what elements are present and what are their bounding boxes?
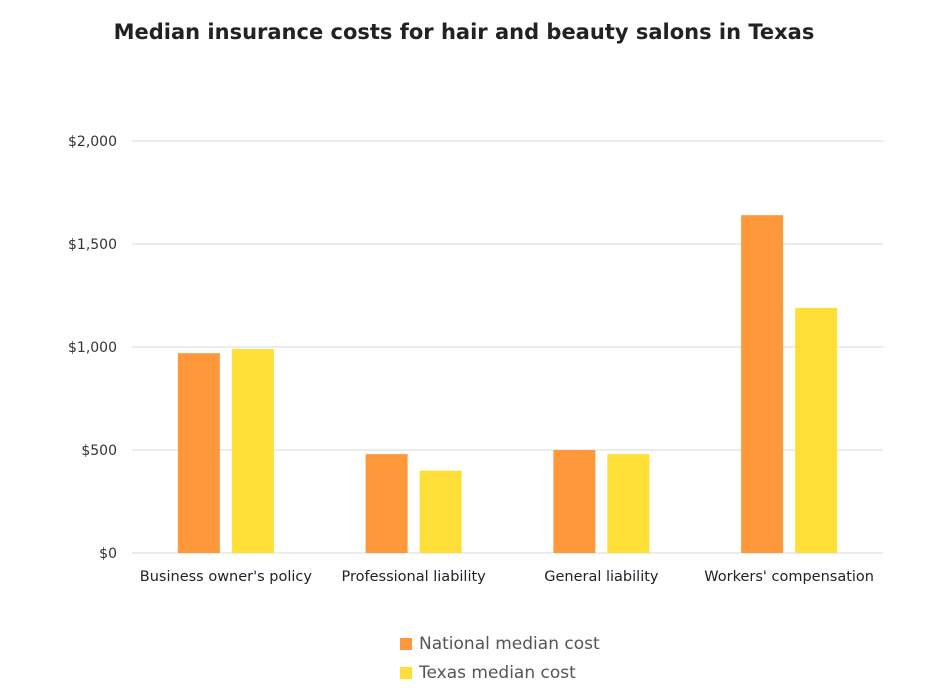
legend-label-texas: Texas median cost — [419, 663, 576, 683]
y-tick-label: $2,000 — [68, 134, 117, 150]
x-tick-label: Professional liability — [342, 569, 487, 585]
legend-swatch-texas — [400, 667, 412, 679]
chart-title: Median insurance costs for hair and beau… — [113, 20, 815, 44]
y-tick-label: $1,500 — [68, 237, 117, 253]
legend-item-national: National median cost — [400, 634, 600, 654]
x-tick-label: General liability — [544, 569, 659, 585]
bar-national — [365, 454, 408, 553]
x-tick-label: Workers' compensation — [704, 569, 874, 585]
legend-label-national: National median cost — [419, 634, 600, 654]
bar-national — [553, 450, 596, 553]
legend-item-texas: Texas median cost — [400, 663, 576, 683]
legend-swatch-national — [400, 638, 412, 650]
bar-texas — [419, 470, 462, 553]
bar-texas — [231, 349, 274, 553]
y-tick-label: $0 — [99, 546, 117, 562]
x-tick-label: Business owner's policy — [140, 569, 313, 585]
bar-national — [177, 353, 220, 553]
bar-texas — [795, 307, 838, 553]
y-tick-label: $1,000 — [68, 340, 117, 356]
y-tick-label: $500 — [81, 443, 117, 459]
bar-texas — [607, 454, 650, 553]
bar-national — [741, 215, 784, 553]
